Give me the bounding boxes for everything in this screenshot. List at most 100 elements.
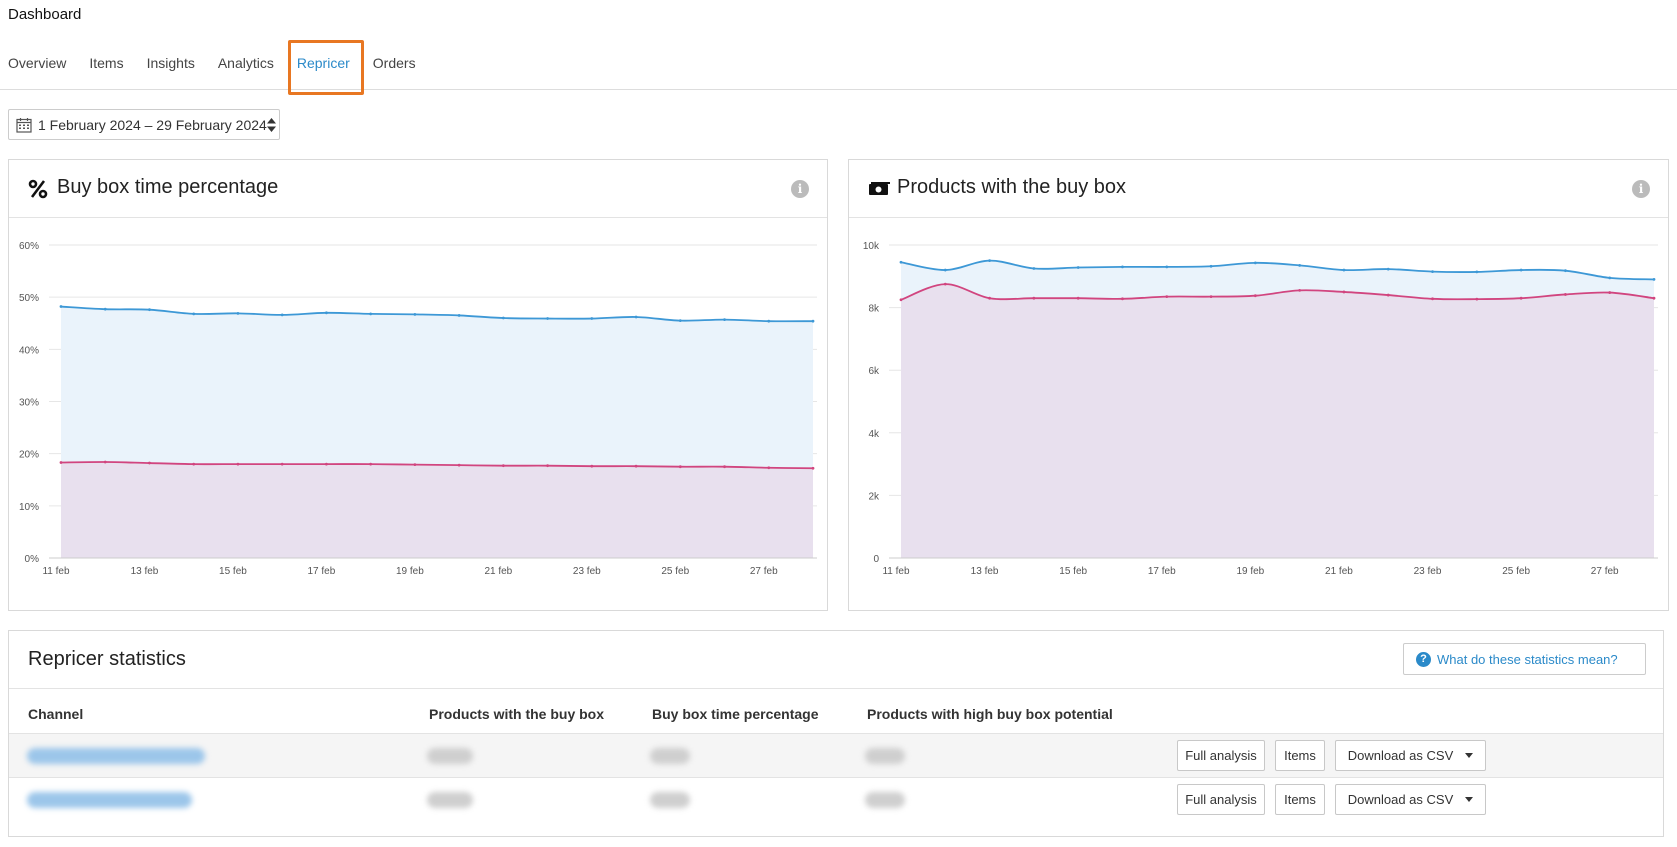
data-point[interactable] [148,461,151,465]
data-point[interactable] [1652,278,1656,281]
data-point[interactable] [148,308,151,312]
data-point[interactable] [1121,297,1124,301]
data-point[interactable] [634,464,638,468]
y-tick-label: 10% [19,502,39,513]
data-point[interactable] [1165,265,1169,269]
data-point[interactable] [501,464,505,468]
items-button[interactable]: Items [1275,784,1325,815]
tab-insights[interactable]: Insights [146,55,195,71]
data-point[interactable] [1298,263,1302,267]
data-point[interactable] [1121,265,1124,269]
data-point[interactable] [192,462,196,466]
data-point[interactable] [325,462,328,466]
data-point[interactable] [590,464,594,468]
data-point[interactable] [280,313,284,317]
full-analysis-button[interactable]: Full analysis [1177,784,1265,815]
data-point[interactable] [1475,297,1479,301]
data-point[interactable] [988,296,991,300]
data-point[interactable] [1475,270,1479,274]
data-point[interactable] [943,268,947,272]
data-point[interactable] [1209,295,1213,299]
data-point[interactable] [1209,264,1213,268]
x-tick-label: 27 feb [1591,566,1619,577]
data-point[interactable] [1253,261,1257,265]
data-point[interactable] [1431,297,1434,301]
series-line[interactable] [900,259,1655,281]
data-point[interactable] [899,260,903,264]
channel-link-redacted[interactable] [27,748,205,764]
series-line[interactable] [900,283,1655,301]
tab-overview[interactable]: Overview [8,55,67,71]
data-point[interactable] [1032,296,1036,300]
data-point[interactable] [988,259,991,263]
data-point[interactable] [1386,267,1390,271]
data-point[interactable] [1564,293,1567,296]
data-point[interactable] [723,465,726,469]
data-point[interactable] [1519,268,1523,272]
data-point[interactable] [546,464,549,468]
data-point[interactable] [1608,276,1612,280]
info-icon[interactable]: i [1632,180,1650,198]
data-point[interactable] [1519,296,1523,300]
data-point[interactable] [59,305,63,308]
data-point[interactable] [103,460,107,464]
data-point[interactable] [1076,296,1080,300]
tab-repricer[interactable]: Repricer [287,40,364,95]
data-point[interactable] [767,466,771,470]
data-point[interactable] [767,319,771,323]
data-point[interactable] [369,462,373,466]
data-point[interactable] [457,463,461,467]
data-point[interactable] [413,312,417,316]
data-point[interactable] [678,319,682,323]
date-range-picker[interactable]: 1 February 2024 – 29 February 2024 [8,109,280,140]
data-point[interactable] [1431,270,1434,274]
data-point[interactable] [590,317,594,320]
data-point[interactable] [1298,288,1302,292]
data-point[interactable] [943,282,947,286]
data-point[interactable] [457,314,461,317]
download-csv-button[interactable]: Download as CSV [1335,740,1486,771]
data-point[interactable] [811,319,815,323]
data-point[interactable] [1342,268,1346,272]
data-point[interactable] [1564,269,1567,273]
data-point[interactable] [634,315,638,319]
data-point[interactable] [103,307,107,311]
full-analysis-button[interactable]: Full analysis [1177,740,1265,771]
tab-items[interactable]: Items [89,55,124,71]
data-point[interactable] [678,465,682,469]
series-line[interactable] [60,305,814,323]
data-point[interactable] [1608,291,1612,294]
data-point[interactable] [192,312,196,316]
data-point[interactable] [501,316,505,320]
info-icon[interactable]: i [791,180,809,198]
data-point[interactable] [899,298,903,302]
x-tick-label: 15 feb [1059,566,1087,577]
data-point[interactable] [1076,266,1080,269]
data-point[interactable] [236,462,240,466]
data-point[interactable] [413,463,417,467]
data-point[interactable] [1652,296,1656,300]
channel-link-redacted[interactable] [27,792,192,808]
series-line[interactable] [60,461,814,470]
top-bar: Dashboard Overview Items Insights Analyt… [0,0,1677,95]
data-point[interactable] [723,318,726,321]
items-button[interactable]: Items [1275,740,1325,771]
data-point[interactable] [236,311,240,315]
data-point[interactable] [1342,290,1346,294]
download-csv-button[interactable]: Download as CSV [1335,784,1486,815]
data-point[interactable] [1253,294,1257,298]
data-point[interactable] [325,311,328,315]
statistics-help-button[interactable]: ? What do these statistics mean? [1403,643,1646,675]
tab-bar: Overview Items Insights Analytics Repric… [8,40,439,95]
data-point[interactable] [546,317,549,320]
data-point[interactable] [1165,295,1169,299]
tab-analytics[interactable]: Analytics [217,55,274,71]
data-point[interactable] [1032,267,1036,270]
data-point[interactable] [369,312,373,316]
data-point[interactable] [811,466,815,470]
tab-orders[interactable]: Orders [372,55,416,71]
data-point[interactable] [280,462,284,466]
data-point[interactable] [1386,293,1390,297]
chart-card-header: Products with the buy box i [849,160,1668,218]
data-point[interactable] [59,461,63,464]
